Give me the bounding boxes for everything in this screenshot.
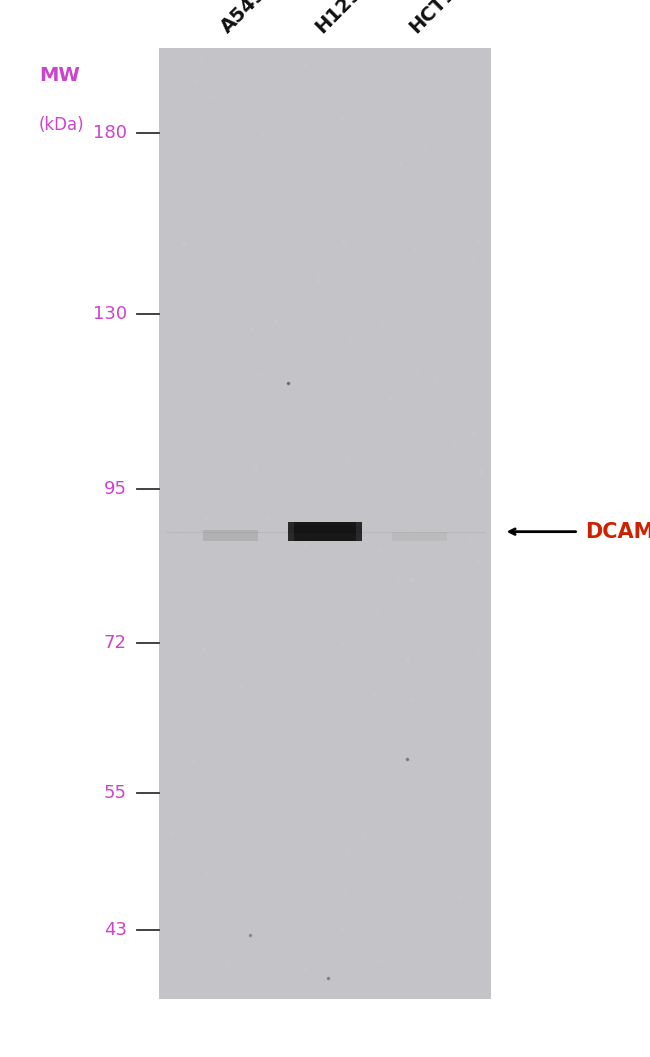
Text: 43: 43 bbox=[104, 921, 127, 939]
Text: MW: MW bbox=[39, 66, 80, 85]
Text: 55: 55 bbox=[104, 784, 127, 802]
Bar bbox=[203, 530, 259, 541]
Bar bbox=[287, 522, 294, 541]
Text: DCAMKL2: DCAMKL2 bbox=[585, 522, 650, 541]
Text: 130: 130 bbox=[92, 305, 127, 323]
Bar bbox=[391, 532, 447, 541]
Bar bbox=[287, 526, 363, 533]
Bar bbox=[356, 522, 363, 541]
Text: A549: A549 bbox=[217, 0, 270, 37]
Bar bbox=[287, 522, 363, 541]
Text: 72: 72 bbox=[104, 634, 127, 652]
Text: 180: 180 bbox=[93, 125, 127, 143]
Text: H1299: H1299 bbox=[311, 0, 375, 37]
Bar bbox=[159, 48, 491, 999]
Text: (kDa): (kDa) bbox=[39, 116, 84, 134]
Text: 95: 95 bbox=[104, 480, 127, 498]
Text: HCT116: HCT116 bbox=[406, 0, 479, 37]
